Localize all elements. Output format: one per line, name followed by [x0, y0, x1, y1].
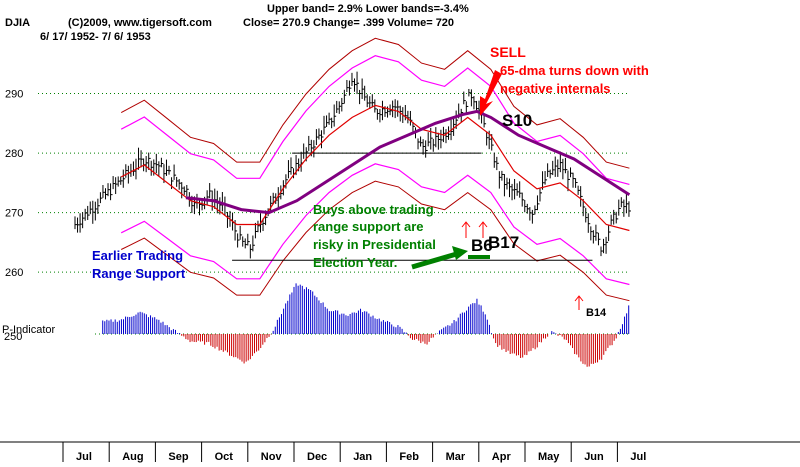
x-tick-label: Oct — [215, 451, 234, 463]
earlier-support-line-2: Range Support — [92, 266, 186, 281]
x-tick-label: Dec — [307, 451, 327, 463]
indicator-label: P-Indicator — [2, 324, 56, 336]
sell-note-line-1: 65-dma turns down with — [500, 63, 649, 78]
bands — [120, 37, 630, 302]
green-arrow — [411, 246, 490, 270]
bands-header: Upper band= 2.9% Lower bands=-3.4% — [267, 3, 469, 15]
y-tick-label: 280 — [5, 148, 23, 160]
buys-note-line-2: range support are — [313, 219, 424, 234]
y-tick-label: 290 — [5, 89, 23, 101]
date-range-label: 6/ 17/ 1952- 7/ 6/ 1953 — [40, 31, 151, 43]
signal-arrow-head — [574, 295, 584, 302]
copyright-label: (C)2009, www.tigersoft.com — [68, 17, 212, 29]
x-tick-label: Feb — [399, 451, 419, 463]
b17-signal-label: B17 — [488, 233, 519, 252]
x-tick-label: Aug — [122, 451, 143, 463]
x-tick-label: Jan — [353, 451, 372, 463]
sell-note-line-2: negative internals — [500, 81, 611, 96]
lower-band-outer — [120, 180, 630, 302]
b6-signal-label: B6 — [471, 236, 493, 255]
signal-arrows — [461, 221, 584, 310]
upper-band-inner — [120, 55, 630, 185]
y-tick-label: 270 — [5, 208, 23, 220]
indicator-histogram — [102, 283, 630, 367]
signal-arrow-head — [478, 221, 488, 228]
x-tick-label: Jun — [584, 451, 604, 463]
x-axis: Jul Aug Sep Oct Nov Dec Jan Feb Mar Apr May Jun Jul — [0, 441, 800, 463]
sell-label: SELL — [490, 44, 526, 60]
quote-label: Close= 270.9 Change= .399 Volume= 720 — [243, 17, 454, 29]
x-tick-label: Nov — [261, 451, 283, 463]
x-tick-label: Apr — [492, 451, 512, 463]
x-tick-label: Mar — [446, 451, 466, 463]
buys-note-line-4: Election Year. — [313, 255, 397, 270]
x-tick-label: May — [538, 451, 560, 463]
x-tick-label: Jul — [76, 451, 92, 463]
symbol-label: DJIA — [5, 17, 30, 29]
lower-band-inner — [120, 163, 630, 286]
moving-averages — [120, 104, 631, 232]
long-moving-average — [185, 109, 631, 215]
short-moving-average — [120, 104, 630, 232]
signal-arrow-head — [461, 221, 471, 228]
s10-signal-label: S10 — [502, 111, 532, 130]
buys-note-line-1: Buys above trading — [313, 202, 434, 217]
x-tick-label: Sep — [168, 451, 188, 463]
earlier-support-line-1: Earlier Trading — [92, 248, 183, 263]
y-tick-label: 260 — [5, 267, 23, 279]
sell-arrow — [480, 70, 502, 116]
support-lines — [232, 152, 593, 261]
y-axis-ticks: 290 280 270 260 — [5, 89, 23, 280]
b14-signal-label: B14 — [586, 307, 607, 319]
buys-note-line-3: risky in Presidential — [313, 237, 436, 252]
upper-band-outer — [120, 37, 630, 169]
indicator-axis-tick: 250 — [4, 331, 22, 343]
x-tick-label: Jul — [630, 451, 646, 463]
